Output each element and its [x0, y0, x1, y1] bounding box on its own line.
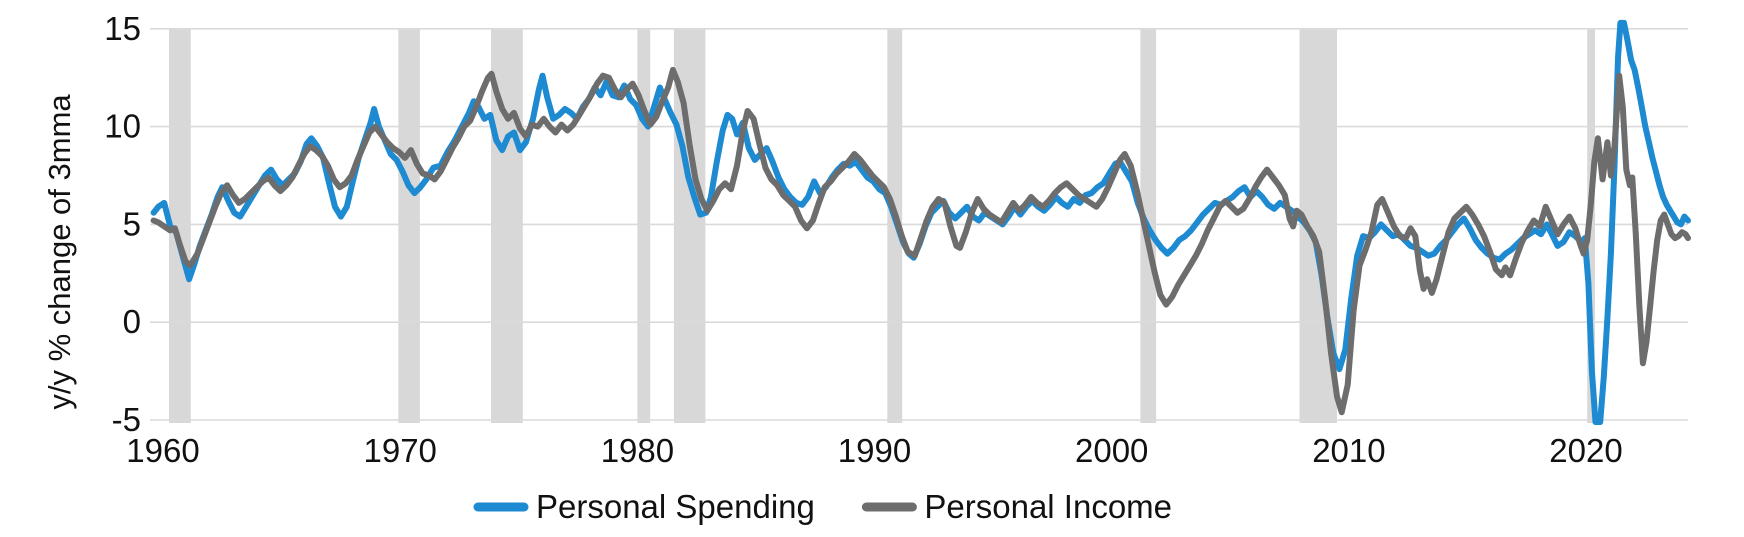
x-tick-label: 2010	[1312, 432, 1385, 469]
x-tick-label: 2000	[1075, 432, 1148, 469]
x-tick-label: 1990	[838, 432, 911, 469]
y-tick-label: 15	[104, 10, 141, 47]
x-tick-label: 1960	[126, 432, 199, 469]
y-tick-label: 5	[123, 205, 141, 242]
y-axis-tick-labels: 15 10 5 0 -5	[104, 10, 141, 438]
legend-label-spending: Personal Spending	[536, 488, 815, 525]
x-axis-tick-labels: 1960 1970 1980 1990 2000 2010 2020	[126, 432, 1622, 469]
recession-band	[637, 28, 651, 424]
y-tick-label: 0	[123, 303, 141, 340]
x-tick-label: 2020	[1549, 432, 1622, 469]
x-tick-label: 1980	[601, 432, 674, 469]
y-axis-title: y/y % change of 3mma	[42, 94, 77, 410]
legend: Personal Spending Personal Income	[473, 488, 1172, 525]
series-lines	[150, 19, 1691, 425]
x-tick-label: 1970	[363, 432, 436, 469]
series-line-personal-spending	[150, 19, 1691, 425]
series-line-personal-income	[150, 66, 1691, 416]
y-tick-label: 10	[104, 108, 141, 145]
y-tick-label: -5	[112, 401, 141, 438]
gridlines	[150, 27, 1688, 421]
legend-label-income: Personal Income	[924, 488, 1172, 525]
recession-band	[398, 28, 420, 424]
